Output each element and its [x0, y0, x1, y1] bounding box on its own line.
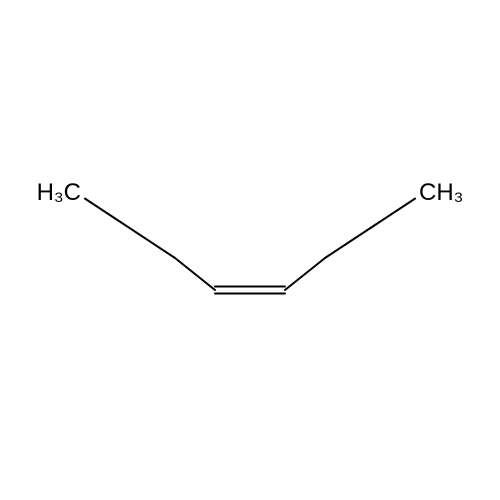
bond-line — [85, 199, 125, 225]
bond-line — [175, 258, 215, 290]
molecule-canvas: H₃C CH₃ — [0, 0, 500, 500]
bond-line — [285, 258, 325, 290]
bond-line — [325, 225, 375, 258]
atom-label: CH₃ — [419, 179, 463, 206]
atom-label: H₃C — [37, 179, 81, 206]
bond-line — [375, 199, 415, 225]
bond-line — [125, 225, 175, 258]
